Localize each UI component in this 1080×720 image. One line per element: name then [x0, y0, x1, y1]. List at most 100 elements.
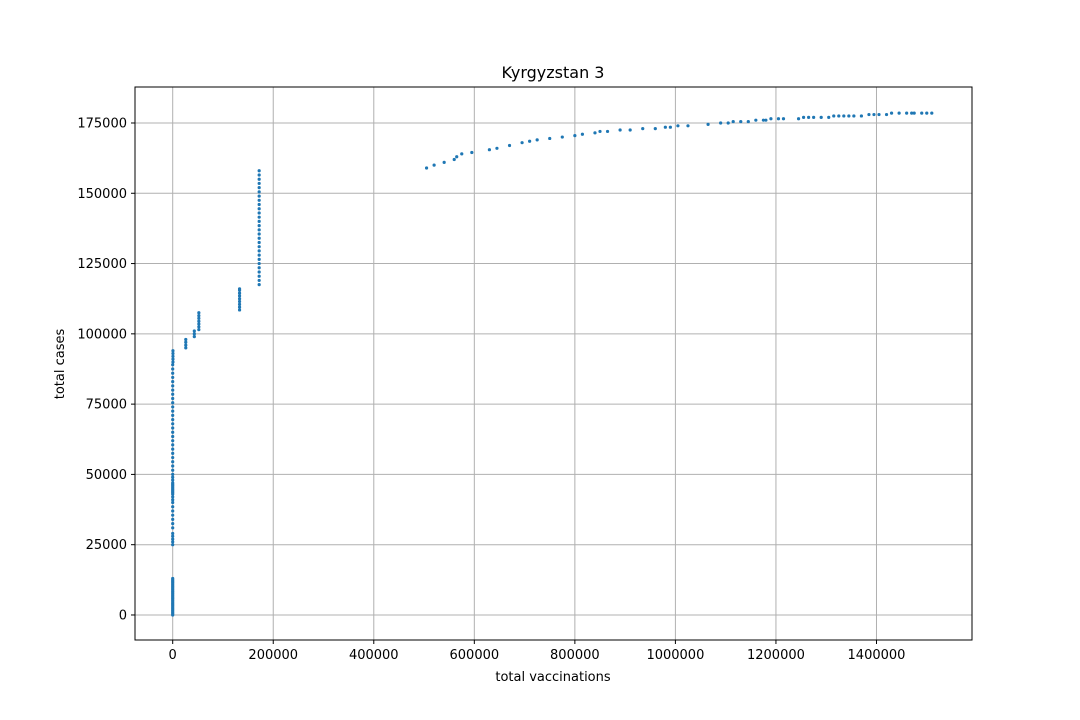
- scatter-point: [171, 526, 175, 530]
- scatter-point: [257, 228, 261, 232]
- scatter-point: [598, 129, 602, 134]
- scatter-point: [812, 115, 816, 119]
- scatter-point: [535, 138, 539, 142]
- scatter-point: [237, 305, 242, 309]
- scatter-point: [237, 308, 242, 312]
- scatter-point: [171, 460, 175, 464]
- scatter-point: [257, 236, 261, 240]
- y-tick-label: 125000: [77, 257, 127, 272]
- scatter-point: [867, 112, 871, 117]
- scatter-point: [641, 127, 645, 131]
- scatter-point: [560, 135, 564, 139]
- scatter-point: [257, 211, 261, 215]
- scatter-point: [548, 136, 552, 141]
- scatter-point: [764, 118, 768, 122]
- scatter-point: [460, 152, 464, 156]
- x-tick-label: 600000: [450, 648, 500, 663]
- scatter-point: [171, 363, 175, 367]
- scatter-point: [495, 146, 499, 150]
- scatter-point: [184, 340, 188, 344]
- scatter-point: [237, 287, 242, 291]
- scatter-point: [171, 455, 175, 460]
- scatter-point: [628, 128, 632, 132]
- x-tick-label: 0: [169, 648, 177, 663]
- scatter-point: [912, 111, 916, 115]
- scatter-point: [507, 143, 512, 148]
- scatter-point: [171, 434, 175, 439]
- scatter-point: [452, 157, 456, 162]
- y-axis-ticks: 0 25000 50000 75000 100000 125000 150000 175000: [77, 116, 135, 623]
- scatter-point: [455, 155, 459, 159]
- scatter-point: [171, 543, 175, 547]
- scatter-point: [257, 215, 261, 219]
- scatter-point: [171, 464, 175, 468]
- scatter-point: [192, 332, 196, 336]
- scatter-point: [171, 576, 175, 581]
- scatter-point: [769, 117, 773, 121]
- scatter-point: [663, 125, 667, 129]
- chart-title: Kyrgyzstan 3: [502, 63, 605, 82]
- scatter-point: [171, 367, 175, 371]
- scatter-point: [171, 396, 175, 401]
- scatter-point: [171, 430, 175, 434]
- scatter-point: [528, 139, 532, 143]
- scatter-point: [872, 112, 876, 117]
- scatter-point: [197, 316, 201, 320]
- scatter-point: [859, 114, 864, 118]
- scatter-point: [807, 115, 811, 119]
- scatter-point: [171, 540, 175, 544]
- scatter-point: [905, 111, 909, 115]
- scatter-point: [171, 513, 175, 517]
- scatter-point: [257, 177, 261, 181]
- scatter-point: [171, 522, 175, 526]
- x-axis-ticks: 0 200000 400000 600000 800000 1000000 1200000 1…: [169, 640, 905, 663]
- scatter-point: [171, 498, 175, 502]
- scatter-point: [171, 531, 175, 536]
- scatter-point: [171, 360, 175, 364]
- scatter-point: [257, 270, 261, 274]
- scatter-point: [171, 392, 175, 396]
- scatter-point: [237, 294, 242, 298]
- plot-area-frame: [134, 86, 973, 641]
- grid: [135, 87, 972, 640]
- scatter-point: [257, 257, 261, 261]
- scatter-point: [781, 117, 786, 121]
- scatter-point: [686, 124, 690, 128]
- scatter-point: [605, 129, 610, 134]
- y-tick-label: 150000: [77, 187, 127, 202]
- scatter-point: [897, 111, 901, 115]
- scatter-point: [171, 351, 175, 356]
- y-tick-label: 175000: [77, 116, 127, 131]
- scatter-point: [171, 426, 175, 430]
- scatter-point: [257, 249, 261, 253]
- scatter-point: [257, 261, 261, 266]
- scatter-point: [192, 335, 196, 339]
- scatter-point: [257, 274, 261, 278]
- scatter-point: [761, 118, 765, 122]
- scatter-point: [889, 111, 894, 115]
- scatter-point: [719, 121, 723, 125]
- scatter-point: [197, 319, 201, 323]
- scatter-point: [877, 112, 881, 117]
- scatter-point: [171, 534, 175, 538]
- scatter-point: [171, 439, 175, 443]
- scatter-point: [739, 119, 743, 124]
- scatter-point: [573, 134, 577, 138]
- scatter-point: [837, 114, 841, 118]
- scatter-point: [184, 346, 188, 350]
- scatter-point: [171, 409, 175, 413]
- x-tick-label: 1000000: [646, 648, 704, 663]
- scatter-point: [171, 481, 175, 485]
- scatter-point: [192, 329, 196, 333]
- scatter-point: [432, 163, 436, 167]
- scatter-point: [171, 349, 175, 353]
- scatter-point: [520, 141, 524, 145]
- scatter-point: [257, 278, 261, 283]
- scatter-point: [668, 125, 672, 129]
- scatter-point: [171, 468, 175, 472]
- scatter-point: [618, 128, 622, 132]
- scatter-point: [171, 447, 175, 451]
- scatter-point: [257, 173, 261, 177]
